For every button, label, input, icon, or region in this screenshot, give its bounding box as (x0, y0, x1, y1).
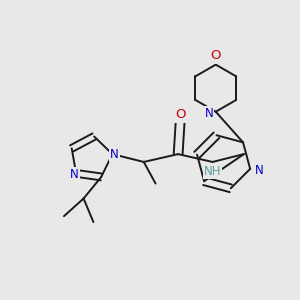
Text: NH: NH (204, 165, 221, 178)
Text: O: O (175, 108, 185, 121)
Text: N: N (205, 107, 213, 120)
Text: N: N (70, 168, 79, 181)
Text: O: O (211, 49, 221, 62)
Text: N: N (255, 164, 263, 177)
Text: N: N (110, 148, 119, 160)
